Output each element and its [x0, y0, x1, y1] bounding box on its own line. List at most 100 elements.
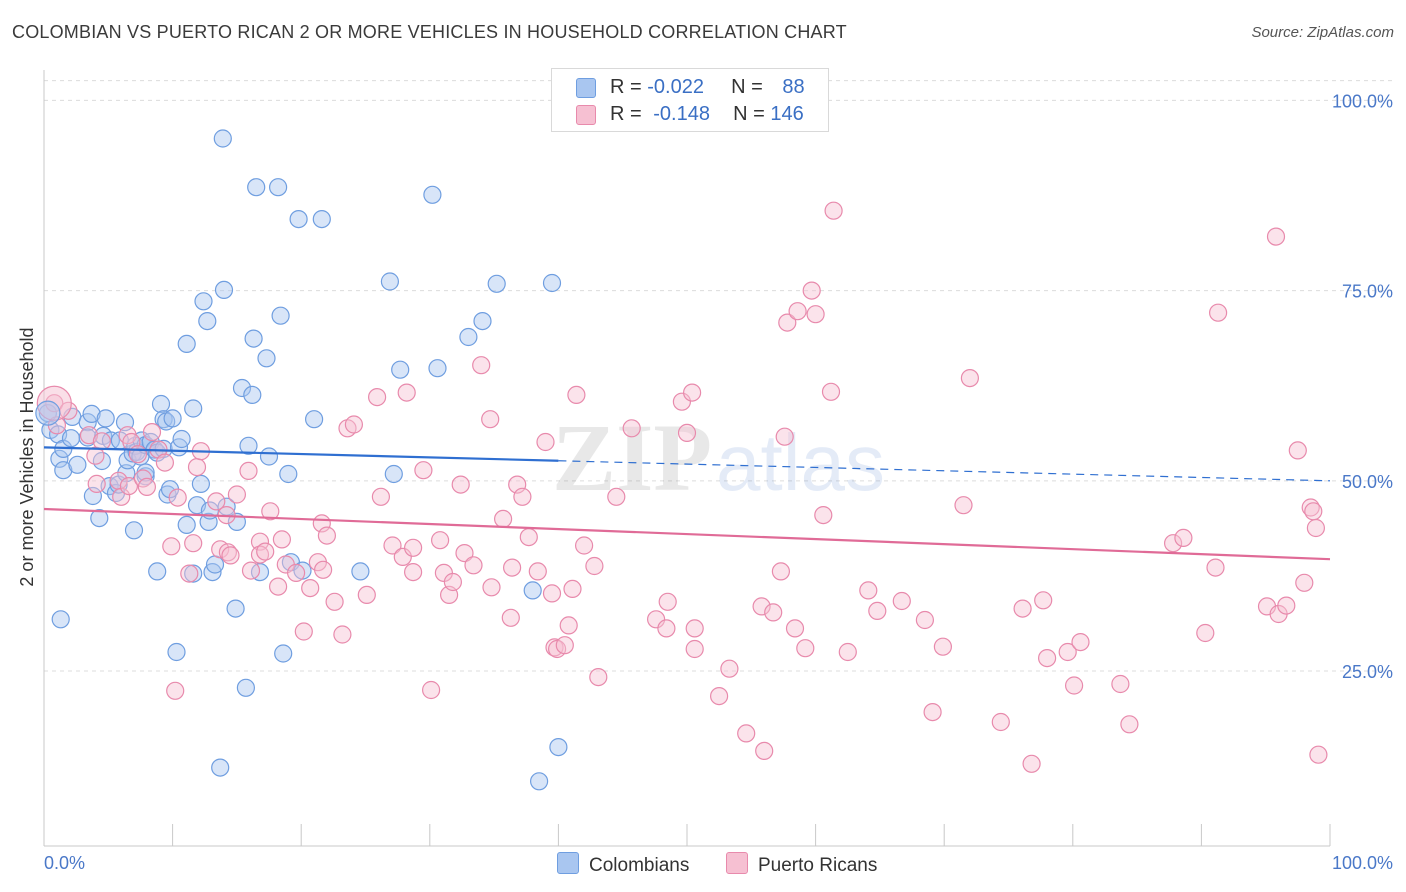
data-point	[677, 423, 697, 442]
data-point	[1208, 303, 1228, 322]
data-point	[301, 578, 320, 598]
bottom-legend-colombians: Colombians	[557, 852, 689, 877]
data-point	[778, 313, 797, 332]
data-point	[1034, 591, 1053, 610]
data-point	[239, 436, 258, 455]
data-point	[567, 385, 586, 404]
data-point	[142, 423, 162, 442]
data-point	[218, 543, 237, 562]
legend-swatch-puerto-ricans	[576, 105, 596, 125]
data-point	[250, 545, 270, 564]
data-point	[1013, 599, 1032, 618]
data-point	[177, 334, 196, 353]
data-point	[806, 305, 825, 324]
data-point	[128, 445, 147, 464]
data-point	[771, 562, 791, 581]
y-tick-label: 100.0%	[1332, 91, 1393, 111]
data-point	[239, 461, 258, 480]
legend-r-value: -0.022	[647, 76, 704, 98]
data-point	[824, 201, 843, 220]
data-point	[261, 502, 280, 521]
trend-layer	[43, 446, 1331, 561]
data-point	[536, 432, 555, 452]
data-point	[214, 280, 234, 299]
data-point	[868, 601, 887, 621]
watermark-zip: ZIP	[552, 404, 712, 511]
data-point	[574, 536, 594, 555]
data-point	[227, 485, 246, 504]
data-point	[207, 492, 226, 511]
data-point	[148, 562, 167, 581]
data-point	[155, 453, 174, 472]
data-point	[1174, 528, 1193, 548]
data-point	[397, 383, 416, 402]
data-point	[119, 477, 138, 496]
data-point	[274, 644, 293, 663]
data-point	[287, 563, 306, 583]
data-point	[1120, 715, 1139, 734]
data-point	[685, 639, 704, 659]
data-point	[802, 281, 821, 300]
data-point	[368, 388, 387, 407]
data-point	[232, 378, 252, 398]
data-point	[184, 399, 203, 418]
data-point	[151, 394, 171, 414]
data-point	[198, 312, 217, 331]
data-point	[1304, 502, 1323, 521]
data-point	[585, 556, 604, 576]
data-point	[542, 273, 562, 293]
data-point	[51, 610, 70, 629]
data-point	[205, 555, 225, 574]
data-point	[163, 409, 182, 428]
data-point	[383, 536, 402, 555]
data-point	[915, 610, 935, 630]
data-point	[312, 210, 331, 229]
y-axis-title: 2 or more Vehicles in Household	[17, 327, 37, 586]
data-point	[314, 560, 333, 579]
data-point	[54, 461, 73, 480]
data-point	[90, 508, 109, 528]
data-point	[622, 419, 641, 438]
data-point	[317, 526, 336, 545]
data-point	[472, 356, 491, 375]
data-point	[167, 642, 186, 662]
gridlines	[44, 80, 1394, 672]
bottom-legend-puerto-ricans: Puerto Ricans	[726, 852, 877, 877]
x-tick-label-min: 0.0%	[44, 853, 85, 873]
data-point	[305, 410, 324, 429]
data-point	[184, 564, 203, 583]
data-point	[482, 578, 501, 597]
data-point	[459, 327, 478, 347]
data-point	[194, 292, 213, 311]
data-point	[859, 581, 878, 600]
data-point	[422, 680, 441, 700]
data-point	[473, 312, 492, 331]
data-point	[529, 772, 549, 791]
y-tick-label: 25.0%	[1342, 662, 1393, 682]
data-point	[250, 532, 270, 551]
data-point	[519, 527, 538, 547]
legend-r-label: R =	[610, 76, 648, 98]
data-point	[814, 505, 833, 525]
data-point	[124, 521, 144, 540]
legend-n-label: N =	[733, 103, 771, 125]
data-point	[607, 487, 626, 506]
data-point	[960, 369, 980, 388]
data-point	[559, 616, 578, 635]
data-point	[821, 382, 841, 401]
data-point	[404, 538, 423, 557]
data-point	[404, 562, 423, 582]
data-point	[892, 591, 911, 611]
data-point	[226, 599, 245, 618]
data-point	[50, 449, 69, 468]
data-point	[589, 667, 608, 687]
data-point	[1058, 642, 1077, 662]
data-point	[494, 509, 513, 529]
data-point	[166, 681, 185, 700]
data-point	[154, 439, 173, 458]
data-point	[241, 561, 261, 580]
data-point	[513, 487, 532, 506]
data-point	[269, 178, 288, 197]
data-point	[1206, 558, 1225, 577]
data-point	[542, 584, 562, 603]
